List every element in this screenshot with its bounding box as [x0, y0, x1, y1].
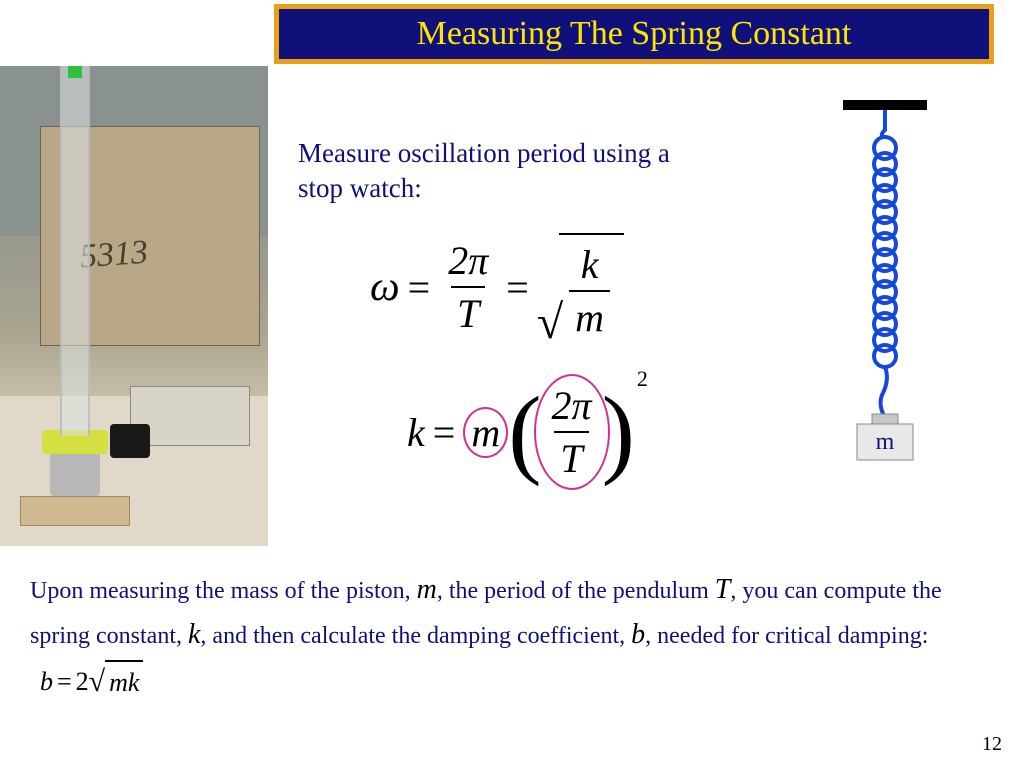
eq1-den: T — [451, 286, 485, 337]
bt1: Upon measuring the mass of the piston, — [30, 578, 417, 604]
slide-title: Measuring The Spring Constant — [417, 15, 852, 53]
bottom-paragraph: Upon measuring the mass of the piston, m… — [30, 568, 994, 706]
eq1-sqrt-den: m — [569, 290, 610, 341]
bv4: b — [631, 619, 645, 650]
bv1: m — [417, 574, 437, 605]
eq1-num: 2π — [442, 237, 494, 286]
equation-b: b = 2 √mk — [40, 658, 143, 706]
title-bar: Measuring The Spring Constant — [274, 4, 994, 64]
spring-mass-diagram: m — [820, 100, 950, 480]
intro-text: Measure oscillation period using a stop … — [298, 136, 698, 206]
bv3: k — [188, 619, 200, 650]
eq2-frac-circled — [534, 374, 610, 490]
page-number: 12 — [982, 733, 1002, 756]
equation-omega: ω = 2π T = √ k m — [370, 232, 624, 342]
eq2-lhs: k — [407, 409, 425, 456]
bv2: T — [715, 574, 731, 605]
bt2: , the period of the pendulum — [437, 578, 715, 604]
eq2-exponent: 2 — [637, 366, 648, 392]
spring-svg: m — [820, 100, 950, 480]
bt5: , needed for critical damping: — [645, 623, 928, 649]
equation-k: k = m ( 2π T ) 2 — [407, 372, 648, 492]
mass-label: m — [876, 429, 895, 455]
eq2-m-circled: m — [463, 407, 508, 458]
eq1-sqrt-num: k — [575, 241, 605, 290]
lab-apparatus-photo: 5313 — [0, 66, 268, 546]
bt4: , and then calculate the damping coeffic… — [200, 623, 631, 649]
omega-symbol: ω — [370, 263, 400, 311]
